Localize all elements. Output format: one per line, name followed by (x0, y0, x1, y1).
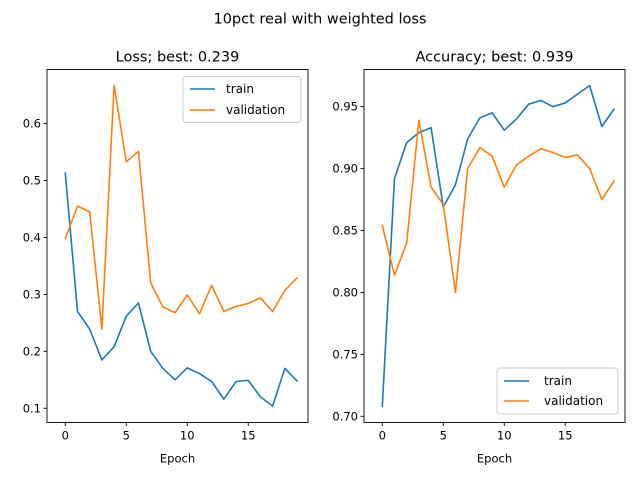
figure-title: 10pct real with weighted loss (213, 12, 426, 28)
accuracy-x-tick-label: 10 (497, 429, 512, 443)
loss-y-tick-label: 0.2 (23, 344, 41, 358)
accuracy-y-tick-label: 0.70 (332, 409, 358, 423)
accuracy-y-tick-label: 0.95 (332, 100, 358, 114)
loss-y-tick-label: 0.4 (23, 230, 41, 244)
accuracy-x-tick-label: 5 (440, 429, 447, 443)
loss-plot-frame (46, 69, 309, 423)
accuracy-y-axis: 0.70 0.75 0.80 0.85 0.90 0.95 (332, 100, 364, 423)
loss-y-tick-label: 0.1 (23, 401, 41, 415)
loss-chart-title: Loss; best: 0.239 (116, 50, 240, 66)
accuracy-x-axis-label: Epoch (477, 452, 512, 466)
loss-x-tick-label: 0 (62, 429, 69, 443)
accuracy-y-tick-label: 0.80 (332, 285, 358, 299)
loss-legend-box (182, 76, 302, 123)
accuracy-series-lines (381, 84, 616, 408)
loss-y-tick-label: 0.6 (23, 117, 41, 131)
accuracy-x-tick-label: 15 (558, 429, 573, 443)
loss-chart: Loss; best: 0.239 0.1 0.2 0.3 0.4 0.5 0.6 0 5 1… (23, 50, 309, 466)
accuracy-x-axis: 0 5 10 15 (379, 422, 573, 443)
accuracy-plot-frame (363, 69, 626, 423)
loss-x-tick-label: 10 (180, 429, 195, 443)
loss-series-lines (64, 84, 299, 407)
accuracy-y-tick-label: 0.90 (332, 162, 358, 176)
accuracy-legend: train validation (496, 367, 619, 415)
loss-legend-validation-label: validation (226, 103, 285, 117)
accuracy-x-tick-label: 0 (379, 429, 386, 443)
accuracy-legend-validation-label: validation (544, 394, 603, 408)
accuracy-legend-box (496, 367, 619, 415)
accuracy-legend-train-label: train (544, 374, 572, 388)
accuracy-chart: Accuracy; best: 0.939 0.700.750.800.850.… (332, 50, 626, 466)
loss-x-tick-label: 5 (123, 429, 130, 443)
loss-x-axis-label: Epoch (160, 452, 195, 466)
loss-x-axis: 0 5 10 15 (62, 422, 256, 443)
loss-train-line (64, 172, 299, 407)
accuracy-validation-line (381, 119, 616, 294)
loss-validation-line (64, 84, 299, 330)
accuracy-y-tick-label: 0.75 (332, 347, 358, 361)
loss-y-axis: 0.1 0.2 0.3 0.4 0.5 0.6 (23, 117, 47, 415)
loss-y-tick-label: 0.5 (23, 174, 41, 188)
loss-y-tick-label: 0.3 (23, 287, 41, 301)
accuracy-chart-title: Accuracy; best: 0.939 (415, 50, 573, 66)
loss-legend-train-label: train (226, 82, 254, 96)
loss-legend: train validation (182, 76, 302, 123)
accuracy-y-tick-label: 0.85 (332, 224, 358, 238)
loss-x-tick-label: 15 (241, 429, 256, 443)
